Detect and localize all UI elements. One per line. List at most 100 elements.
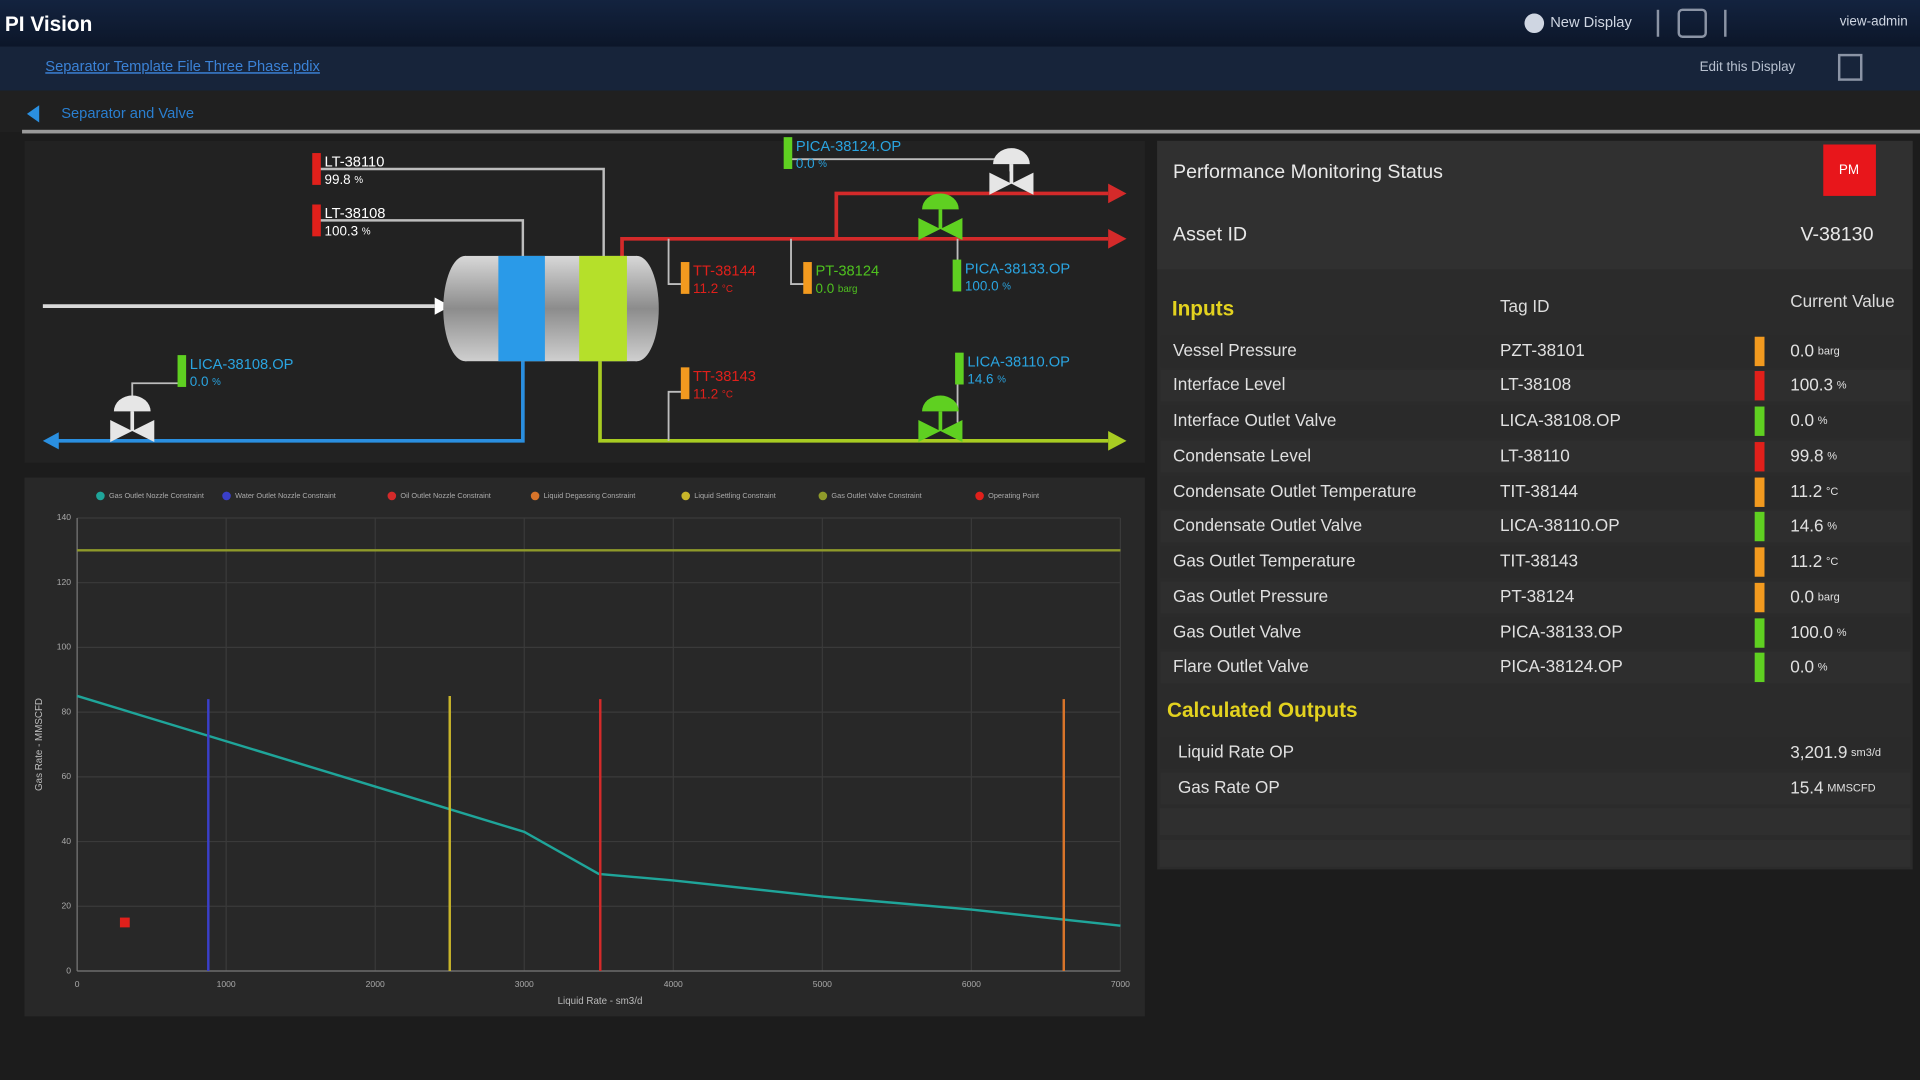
empty-row (1159, 840, 1911, 867)
edit-display[interactable]: Edit this Display (1700, 59, 1796, 74)
valve-body (989, 172, 1012, 195)
valve-body (940, 217, 963, 240)
value: 0.0 (1790, 410, 1814, 430)
value: 100.3 (324, 223, 358, 238)
tag-status (955, 352, 964, 385)
unit: % (1837, 380, 1847, 392)
valve-stem (1009, 164, 1014, 184)
valve-stem (938, 209, 943, 229)
x-tick-label: 5000 (813, 979, 832, 989)
tag-value: 99.8% (324, 172, 363, 187)
input-name: Flare Outlet Valve (1173, 656, 1309, 676)
valve-body (132, 420, 155, 443)
divider (1724, 9, 1727, 37)
input-name: Interface Level (1173, 374, 1285, 394)
row-bg (1160, 737, 1911, 769)
user-name[interactable]: view-admin (1840, 14, 1908, 29)
tag-value: 100.0% (965, 278, 1011, 293)
unit: °C (722, 284, 733, 295)
tag-name: LICA-38110.OP (967, 354, 1070, 370)
x-tick-label: 4000 (664, 979, 683, 989)
legend-swatch[interactable] (818, 491, 828, 501)
legend-label[interactable]: Liquid Settling Constraint (694, 491, 775, 500)
display-path[interactable]: Separator Template File Three Phase.pdix (45, 59, 320, 75)
empty-row (1159, 808, 1911, 836)
legend-swatch[interactable] (96, 491, 105, 501)
value: 11.2 (693, 281, 718, 296)
status-title: Performance Monitoring Status (1173, 161, 1443, 183)
output-name: Gas Rate OP (1178, 777, 1280, 797)
legend-swatch[interactable] (681, 491, 690, 501)
tag-name: PT-38124 (816, 264, 880, 280)
back-link[interactable]: Separator and Valve (61, 106, 194, 122)
new-display[interactable]: New Display (1550, 15, 1632, 31)
panel-icon[interactable] (1837, 53, 1863, 81)
unit: % (1827, 451, 1837, 463)
row-bg (1160, 405, 1911, 438)
input-status (1754, 582, 1765, 613)
input-tag: PT-38124 (1500, 586, 1575, 606)
legend-label[interactable]: Gas Outlet Valve Constraint (831, 491, 921, 500)
legend-swatch[interactable] (530, 491, 540, 501)
legend-label[interactable]: Liquid Degassing Constraint (544, 491, 636, 500)
input-tag: PZT-38101 (1500, 340, 1585, 360)
badge-text: PM (1839, 162, 1859, 177)
tag-value: 11.2 °C (693, 386, 733, 401)
legend-swatch[interactable] (975, 491, 984, 501)
tag-header: Tag ID (1500, 296, 1550, 316)
input-value: 99.8% (1790, 445, 1837, 465)
unit: % (354, 175, 363, 186)
y-tick-label: 40 (61, 836, 71, 846)
legend-label[interactable]: Water Outlet Nozzle Constraint (235, 491, 336, 500)
new-display-icon[interactable] (1524, 13, 1545, 34)
row-bg (1160, 369, 1911, 402)
y-axis-label: Gas Rate - MMSCFD (34, 698, 45, 791)
header-bar (0, 0, 1920, 47)
legend-swatch[interactable] (387, 491, 397, 501)
input-status (1754, 547, 1765, 577)
unit: % (212, 377, 221, 388)
valve-body (110, 420, 133, 443)
tag-name: TT-38144 (693, 264, 756, 280)
badge (1823, 144, 1876, 196)
level-lines (318, 167, 605, 258)
input-tag: TIT-38144 (1500, 481, 1579, 501)
value: 0.0 (816, 281, 835, 296)
row-bg (1160, 335, 1911, 368)
separator (22, 129, 1920, 134)
legend-label[interactable]: Operating Point (988, 491, 1039, 500)
arrow (1108, 431, 1127, 451)
value: 99.8 (1790, 445, 1823, 465)
tag-status (312, 153, 321, 185)
unit: barg (838, 284, 858, 295)
input-name: Condensate Outlet Valve (1173, 515, 1362, 535)
input-status (1754, 652, 1765, 683)
screen-icon[interactable] (1677, 8, 1707, 38)
value: 0.0 (796, 156, 815, 171)
back-arrow[interactable] (26, 105, 40, 123)
data-point (119, 917, 130, 928)
row-bg (1160, 617, 1911, 649)
tag-status (312, 204, 321, 237)
y-tick-label: 0 (66, 965, 71, 975)
value: 0.0 (1790, 340, 1814, 360)
value: 11.2 (1790, 481, 1822, 501)
input-value: 11.2 °C (1790, 551, 1838, 571)
unit: % (1002, 281, 1011, 292)
water-level (498, 255, 545, 362)
legend-label[interactable]: Oil Outlet Nozzle Constraint (400, 491, 490, 500)
output-value: 3,201.9 sm3/d (1790, 742, 1881, 762)
tag-name: TT-38143 (693, 369, 756, 385)
nav-bar (0, 90, 1920, 133)
legend-label[interactable]: Gas Outlet Nozzle Constraint (109, 491, 204, 500)
y-tick-label: 60 (61, 771, 71, 781)
gas-line (620, 191, 1109, 258)
legend-swatch[interactable] (222, 491, 231, 501)
series-line (76, 694, 1121, 927)
tag-status (803, 262, 812, 294)
unit: % (818, 159, 827, 170)
tag-name: LT-38108 (324, 206, 385, 222)
row-bg (1160, 772, 1911, 805)
